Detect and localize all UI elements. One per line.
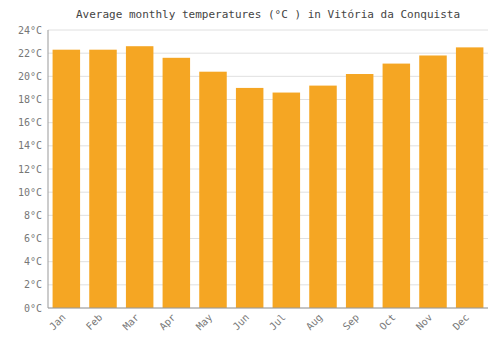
bar xyxy=(199,72,227,308)
y-tick-label: 6°C xyxy=(24,233,42,244)
y-tick-label: 12°C xyxy=(18,164,42,175)
bar xyxy=(456,47,484,308)
y-tick-label: 14°C xyxy=(18,140,42,151)
y-tick-label: 4°C xyxy=(24,256,42,267)
y-tick-label: 0°C xyxy=(24,303,42,314)
x-tick-label: Jun xyxy=(231,312,252,333)
y-tick-label: 22°C xyxy=(18,48,42,59)
x-tick-label: Aug xyxy=(304,312,325,333)
bar xyxy=(273,93,301,308)
bar xyxy=(53,50,80,308)
grid-line xyxy=(48,30,488,31)
bars xyxy=(53,46,484,308)
y-tick-label: 18°C xyxy=(18,94,42,105)
y-tick-label: 8°C xyxy=(24,210,42,221)
x-tick-label: Jan xyxy=(47,312,68,333)
x-tick-label: Jul xyxy=(267,312,288,333)
x-tick-label: Apr xyxy=(157,312,178,333)
grid-line xyxy=(48,308,488,309)
grid xyxy=(48,30,488,308)
bar xyxy=(126,46,153,308)
bar xyxy=(309,86,337,308)
y-axis-line xyxy=(48,30,49,308)
chart-svg: Average monthly temperatures (°C ) in Vi… xyxy=(0,0,500,350)
bar xyxy=(346,74,374,308)
x-tick-label: Feb xyxy=(84,312,105,333)
x-tick-label: Nov xyxy=(414,312,435,333)
bar xyxy=(163,58,191,308)
title: Average monthly temperatures (°C ) in Vi… xyxy=(76,8,460,21)
chart-container: Average monthly temperatures (°C ) in Vi… xyxy=(0,0,500,350)
y-tick-label: 2°C xyxy=(24,279,42,290)
y-tick-label: 24°C xyxy=(18,25,42,36)
bar xyxy=(383,64,411,308)
y-tick-label: 16°C xyxy=(18,117,42,128)
y-tick-label: 10°C xyxy=(18,187,42,198)
x-tick-label: Mar xyxy=(121,312,142,333)
x-axis-line xyxy=(48,308,488,309)
x-tick-label: May xyxy=(194,312,215,333)
bar xyxy=(419,55,447,308)
x-tick-label: Sep xyxy=(341,312,362,333)
y-tick-label: 20°C xyxy=(18,71,42,82)
x-tick-label: Dec xyxy=(451,312,472,333)
x-tick-label: Oct xyxy=(377,312,398,333)
bar xyxy=(236,88,264,308)
bar xyxy=(89,50,117,308)
